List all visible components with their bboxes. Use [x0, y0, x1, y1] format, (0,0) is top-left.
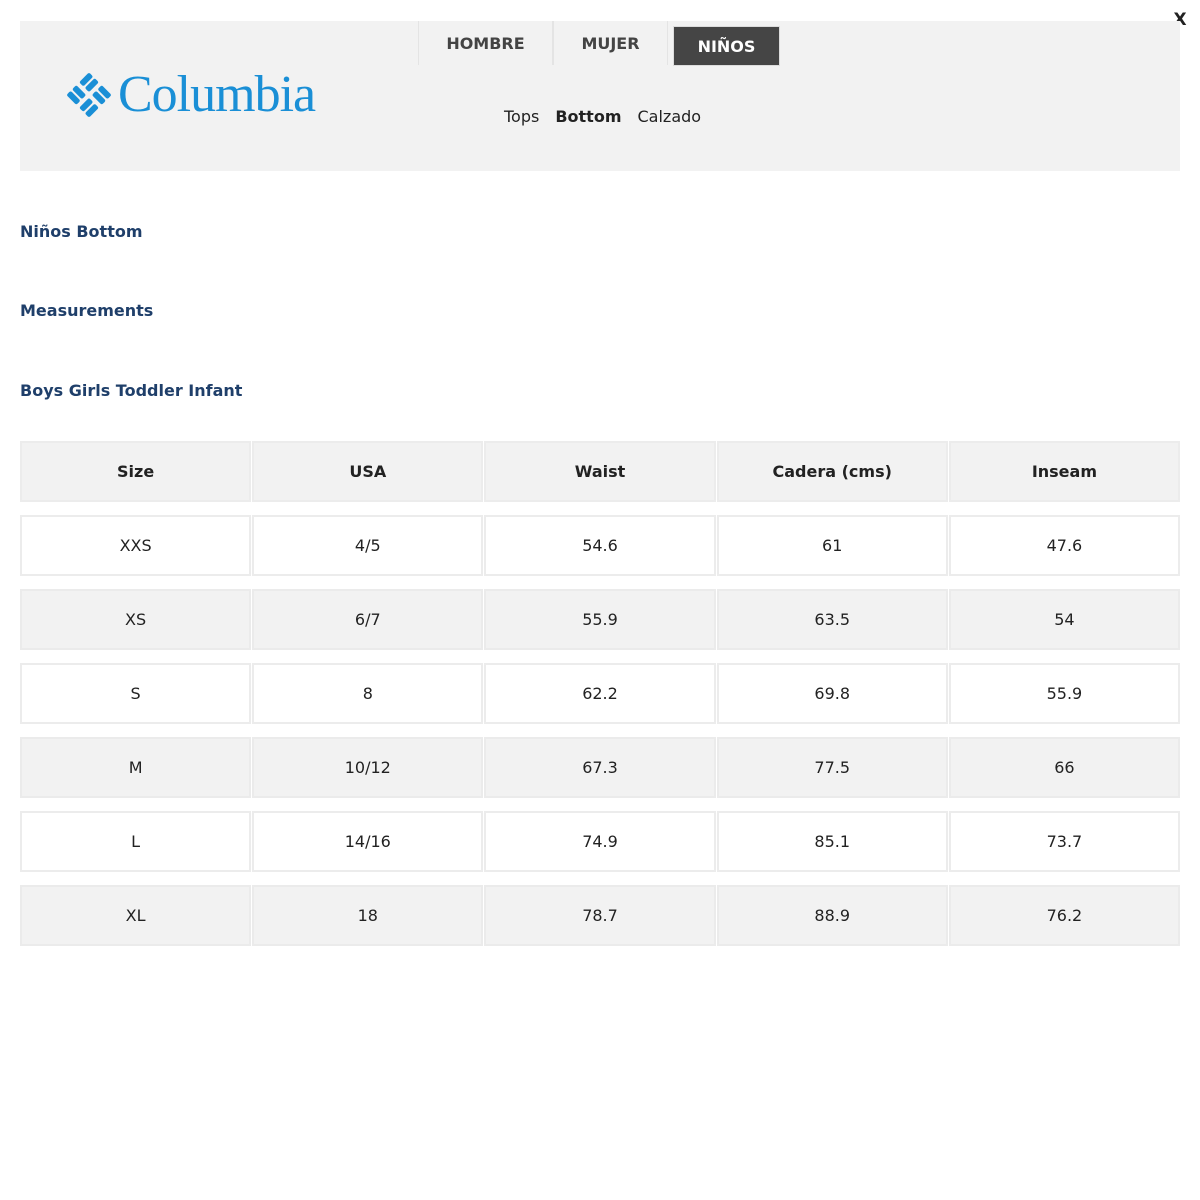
table-cell: 85.1 [716, 811, 948, 872]
gender-tabs: HOMBRE MUJER NIÑOS [418, 21, 780, 66]
brand-logo: Columbia [64, 65, 316, 124]
table-cell: 18 [252, 885, 484, 946]
tab-hombre[interactable]: HOMBRE [418, 21, 553, 65]
header: Columbia HOMBRE MUJER NIÑOS Tops Bottom … [20, 21, 1180, 171]
table-row: XS 6/7 55.9 63.5 54 [20, 589, 1181, 650]
table-cell: 47.6 [948, 515, 1181, 576]
table-cell: XS [20, 589, 252, 650]
table-cell: L [20, 811, 252, 872]
subnav-bottom[interactable]: Bottom [555, 107, 622, 126]
table-cell: 55.9 [484, 589, 716, 650]
table-cell: 10/12 [252, 737, 484, 798]
column-header: Size [20, 441, 252, 502]
column-header: USA [252, 441, 484, 502]
table-cell: 54.6 [484, 515, 716, 576]
subnav-calzado[interactable]: Calzado [637, 107, 702, 126]
table-cell: 74.9 [484, 811, 716, 872]
table-cell: 62.2 [484, 663, 716, 724]
table-cell: XXS [20, 515, 252, 576]
table-row: S 8 62.2 69.8 55.9 [20, 663, 1181, 724]
table-cell: 54 [948, 589, 1181, 650]
size-chart-table: Size USA Waist Cadera (cms) Inseam XXS 4/… [20, 441, 1181, 959]
table-cell: 76.2 [948, 885, 1181, 946]
table-cell: 77.5 [716, 737, 948, 798]
column-header: Cadera (cms) [716, 441, 948, 502]
table-row: M 10/12 67.3 77.5 66 [20, 737, 1181, 798]
table-row: L 14/16 74.9 85.1 73.7 [20, 811, 1181, 872]
measurements-heading: Measurements [20, 301, 154, 320]
table-row: XL 18 78.7 88.9 76.2 [20, 885, 1181, 946]
page-title: Niños Bottom [20, 222, 143, 241]
column-header: Waist [484, 441, 716, 502]
table-cell: 63.5 [716, 589, 948, 650]
subnav-tops[interactable]: Tops [504, 107, 540, 126]
brand-name: Columbia [118, 66, 316, 123]
columbia-diamond-icon [67, 72, 111, 117]
column-header: Inseam [948, 441, 1181, 502]
table-cell: XL [20, 885, 252, 946]
table-cell: S [20, 663, 252, 724]
table-cell: 88.9 [716, 885, 948, 946]
table-cell: 69.8 [716, 663, 948, 724]
table-cell: 4/5 [252, 515, 484, 576]
table-cell: 67.3 [484, 737, 716, 798]
table-cell: 55.9 [948, 663, 1181, 724]
tab-mujer[interactable]: MUJER [553, 21, 668, 65]
table-cell: 6/7 [252, 589, 484, 650]
category-subnav: Tops Bottom Calzado [504, 107, 701, 126]
categories-heading: Boys Girls Toddler Infant [20, 381, 243, 400]
table-row: XXS 4/5 54.6 61 47.6 [20, 515, 1181, 576]
table-cell: 61 [716, 515, 948, 576]
table-cell: M [20, 737, 252, 798]
table-cell: 8 [252, 663, 484, 724]
table-cell: 78.7 [484, 885, 716, 946]
table-cell: 66 [948, 737, 1181, 798]
table-cell: 73.7 [948, 811, 1181, 872]
table-header-row: Size USA Waist Cadera (cms) Inseam [20, 441, 1181, 502]
table-cell: 14/16 [252, 811, 484, 872]
tab-ninos[interactable]: NIÑOS [673, 26, 780, 66]
